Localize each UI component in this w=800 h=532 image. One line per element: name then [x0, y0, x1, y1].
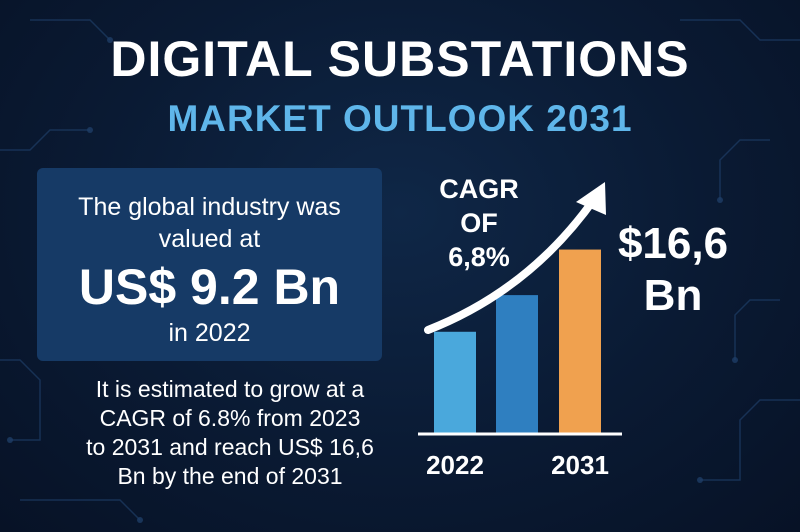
cagr-label: CAGR OF 6,8%: [420, 172, 538, 274]
card-year-label: in 2022: [168, 319, 251, 347]
bar-2022: [434, 331, 476, 434]
growth-estimate-text: It is estimated to grow at a CAGR of 6.8…: [60, 375, 400, 491]
bar-chart: 2022 2031: [418, 182, 622, 480]
market-value-2022: US$ 9.2 Bn: [78, 259, 341, 315]
page-subtitle: MARKET OUTLOOK 2031: [167, 98, 633, 139]
bar-2031: [559, 249, 601, 434]
estimate-line-4: Bn by the end of 2031: [117, 463, 343, 489]
forecast-value-line-2: Bn: [643, 271, 703, 320]
cagr-label-line-1: CAGR OF: [439, 174, 519, 238]
estimate-line-2: CAGR of 6.8% from 2023: [99, 405, 361, 431]
card-text-line-1: The global industry was: [78, 193, 341, 221]
market-value-card: The global industry was valued at US$ 9.…: [37, 168, 382, 361]
page-title: DIGITAL SUBSTATIONS: [110, 31, 690, 87]
x-tick-label: 2031: [551, 450, 609, 480]
forecast-value-2031: $16,6 Bn: [598, 218, 748, 322]
estimate-line-1: It is estimated to grow at a: [95, 376, 365, 402]
x-tick-label: 2022: [426, 450, 484, 480]
card-text-line-2: valued at: [158, 225, 261, 253]
forecast-value-line-1: $16,6: [617, 219, 729, 268]
bar-middle: [496, 295, 538, 434]
cagr-label-line-2: 6,8%: [448, 242, 510, 272]
growth-arrow-shaft: [424, 194, 599, 334]
estimate-line-3: to 2031 and reach US$ 16,6: [86, 434, 374, 460]
growth-arrow-head: [576, 182, 606, 215]
